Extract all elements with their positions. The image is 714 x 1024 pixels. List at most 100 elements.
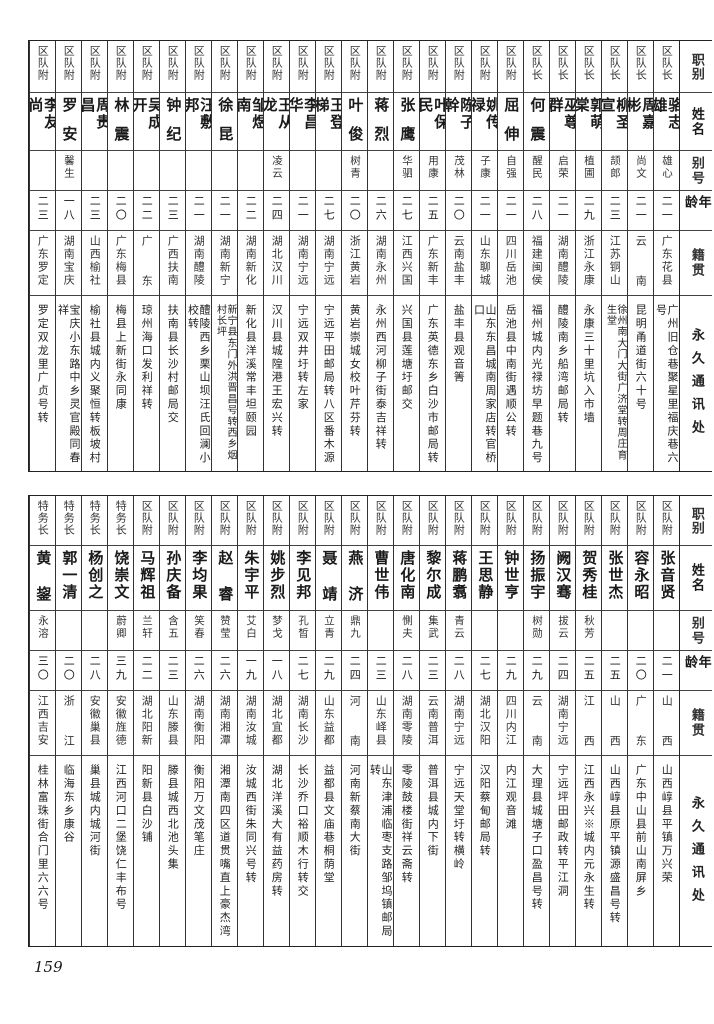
permanent-address: 宁远双井圩转左家 <box>296 304 310 412</box>
permanent-address: 榆社县城内义聚恒转板坡村 <box>88 304 102 465</box>
permanent-address: 汉川县城隍港王宏兴转 <box>270 304 284 438</box>
rank: 区队附 <box>114 45 128 81</box>
person-name: 赵睿 <box>216 550 235 603</box>
native-place: 湖南醴陵 <box>556 235 570 287</box>
native-place: 四川岳池 <box>504 235 518 287</box>
native-place: 湖南新化 <box>244 235 258 287</box>
person-column: 区队附 蒋烈 二六 湖南永州 永州西河柳子街泰吉祥转 <box>367 41 393 471</box>
person-name: 吴成开 <box>134 97 159 131</box>
person-name: 姚步烈 <box>268 550 287 601</box>
alias: 尚文 <box>635 155 647 180</box>
person-name: 张世杰 <box>606 550 625 601</box>
rank: 区队附 <box>36 45 50 81</box>
person-name: 林震 <box>112 97 131 143</box>
person-name: 姚传禄 <box>472 97 497 131</box>
person-column: 特务长 饶崇文 蔚卿 三九 安徽旌德 江西河口二堡饶仁丰布号 <box>107 496 133 946</box>
rank: 区队附 <box>426 45 440 81</box>
person-name: 李昌华 <box>290 97 315 131</box>
native-place: 山东滕县 <box>166 695 180 747</box>
person-name: 黎尔成 <box>424 550 443 601</box>
alias: 惻夫 <box>401 615 413 640</box>
permanent-address: 湖北洋溪大有益药房转 <box>270 764 284 898</box>
permanent-address: 普洱县城内下街 <box>426 764 440 858</box>
rank: 区队附 <box>270 45 284 81</box>
native-place: 广东梅县 <box>114 235 128 287</box>
permanent-address: 山东东昌城南周家店转官桥口 <box>472 304 498 465</box>
native-place: 江西 <box>582 695 596 748</box>
rank: 特务长 <box>88 500 102 536</box>
person-column: 区队附 徐昆 二一 湖南新宁 新宁县东门外洪晋昌号转西乡烟村长坪 <box>211 41 237 471</box>
rank: 区队附 <box>322 500 336 536</box>
age: 一九 <box>244 655 258 683</box>
alias: 醒民 <box>531 155 543 180</box>
person-name: 蒋烈 <box>372 97 391 143</box>
native-place: 广东 <box>140 235 154 288</box>
age: 二三 <box>166 195 180 223</box>
person-column: 区队附 邹煜南 二二 湖南新化 新化县洋溪常丰坦颐园 <box>237 41 263 471</box>
age: 二八 <box>452 655 466 683</box>
permanent-address: 琼州海口发利祥转 <box>140 304 154 412</box>
alias: 鼎九 <box>349 615 361 640</box>
rank: 区队附 <box>166 45 180 81</box>
permanent-address: 山西崞县原平镇源盛昌号转 <box>608 764 622 925</box>
person-name: 陈子幹 <box>446 97 471 131</box>
age: 二九 <box>322 655 336 683</box>
age: 二〇 <box>348 195 362 223</box>
person-name: 王思静 <box>476 550 495 601</box>
person-column: 区队附 唐化南 惻夫 二八 湖南零陵 零陵鼓楼街祥云斋转 <box>393 496 419 946</box>
person-column: 区队附 扬振宇 树勋 二九 云南 大理县城塘子口盈昌号转 <box>523 496 549 946</box>
age: 三九 <box>114 655 128 683</box>
permanent-address: 徐州南大门大街广济堂转周庄育生堂 <box>604 304 627 461</box>
native-place: 四川内江 <box>504 695 518 747</box>
native-place: 山东益都 <box>322 695 336 747</box>
person-name: 唐化南 <box>398 550 417 601</box>
permanent-address: 广州旧仓巷聚星里福庆巷六号 <box>654 304 680 465</box>
person-column: 区队附 燕济 鼎九 二四 河南 河南新蔡南大街 <box>341 496 367 946</box>
rank: 区队附 <box>140 45 154 81</box>
native-place: 湖北宜都 <box>270 695 284 747</box>
person-column: 区队附 聂靖 立青 二九 山东益都 益都县文庙巷桐荫堂 <box>315 496 341 946</box>
rank: 区队附 <box>348 500 362 536</box>
person-column: 区队附 马辉祖 兰轩 二二 湖北阳新 阳新县白沙铺 <box>133 496 159 946</box>
permanent-address: 广东中山县前山南屏乡 <box>634 764 648 898</box>
age: 二三 <box>36 195 50 223</box>
native-place: 云南盐丰 <box>452 235 466 287</box>
person-column: 区队附 王登梯 二七 湖南宁远 宁远平田邮局转八区番木源 <box>315 41 341 471</box>
rank: 区队附 <box>192 45 206 81</box>
permanent-address: 山西崞县平镇万兴荣 <box>660 764 674 885</box>
person-column: 区队长 郭萌棠 植圃 二九 浙江永康 永康三十里坑入市墙 <box>575 41 601 471</box>
person-column: 区队附 蒋鹏翥 青云 二八 湖南宁远 宁远天堂圩转横岭 <box>445 496 471 946</box>
permanent-address: 宁远坪田邮政转平江洞 <box>556 764 570 898</box>
person-column: 区队附 阙汉骞 拔云 二四 湖南宁远 宁远坪田邮政转平江洞 <box>549 496 575 946</box>
native-place: 湖南宁远 <box>556 695 570 747</box>
person-column: 区队附 贺秀桂 秋芳 二五 江西 江西永兴※城内元永生转 <box>575 496 601 946</box>
permanent-address: 长沙乔口裕顺木行转交 <box>296 764 310 898</box>
rank: 区队附 <box>400 500 414 536</box>
native-place: 山东聊城 <box>478 235 492 287</box>
native-place: 湖南新宁 <box>218 235 232 287</box>
permanent-address: 宝庆小东路中乡灵官殿同春祥 <box>56 304 82 465</box>
alias: 永溶 <box>37 615 49 640</box>
alias: 馨生 <box>63 155 75 180</box>
permanent-address: 福州城内光禄坊早题巷九号 <box>530 304 544 465</box>
person-name: 聂靖 <box>320 550 339 603</box>
person-column: 特务长 黄鋆 永溶 三〇 江西吉安 桂林富珠街合门里六六号 <box>29 496 55 946</box>
age: 二二 <box>140 195 154 223</box>
permanent-address: 梅县上新街永同康 <box>114 304 128 412</box>
person-name: 王从龙 <box>264 97 289 131</box>
rank: 区队附 <box>166 500 180 536</box>
person-name: 巫尊群 <box>550 97 575 131</box>
age: 二三 <box>166 655 180 683</box>
alias: 含五 <box>167 615 179 640</box>
age: 二四 <box>270 195 284 223</box>
alias: 蔚卿 <box>115 615 127 640</box>
rank: 区队附 <box>62 45 76 81</box>
person-column: 区队附 孙庆备 含五 二三 山东滕县 滕县城西北池头集 <box>159 496 185 946</box>
age: 二八 <box>400 655 414 683</box>
alias: 集武 <box>427 615 439 640</box>
alias: 华驷 <box>401 155 413 180</box>
native-place: 湖南湘潭 <box>218 695 232 747</box>
header-role: 职别 <box>688 52 704 81</box>
person-name: 孙庆备 <box>164 550 183 601</box>
age: 二一 <box>192 195 206 223</box>
